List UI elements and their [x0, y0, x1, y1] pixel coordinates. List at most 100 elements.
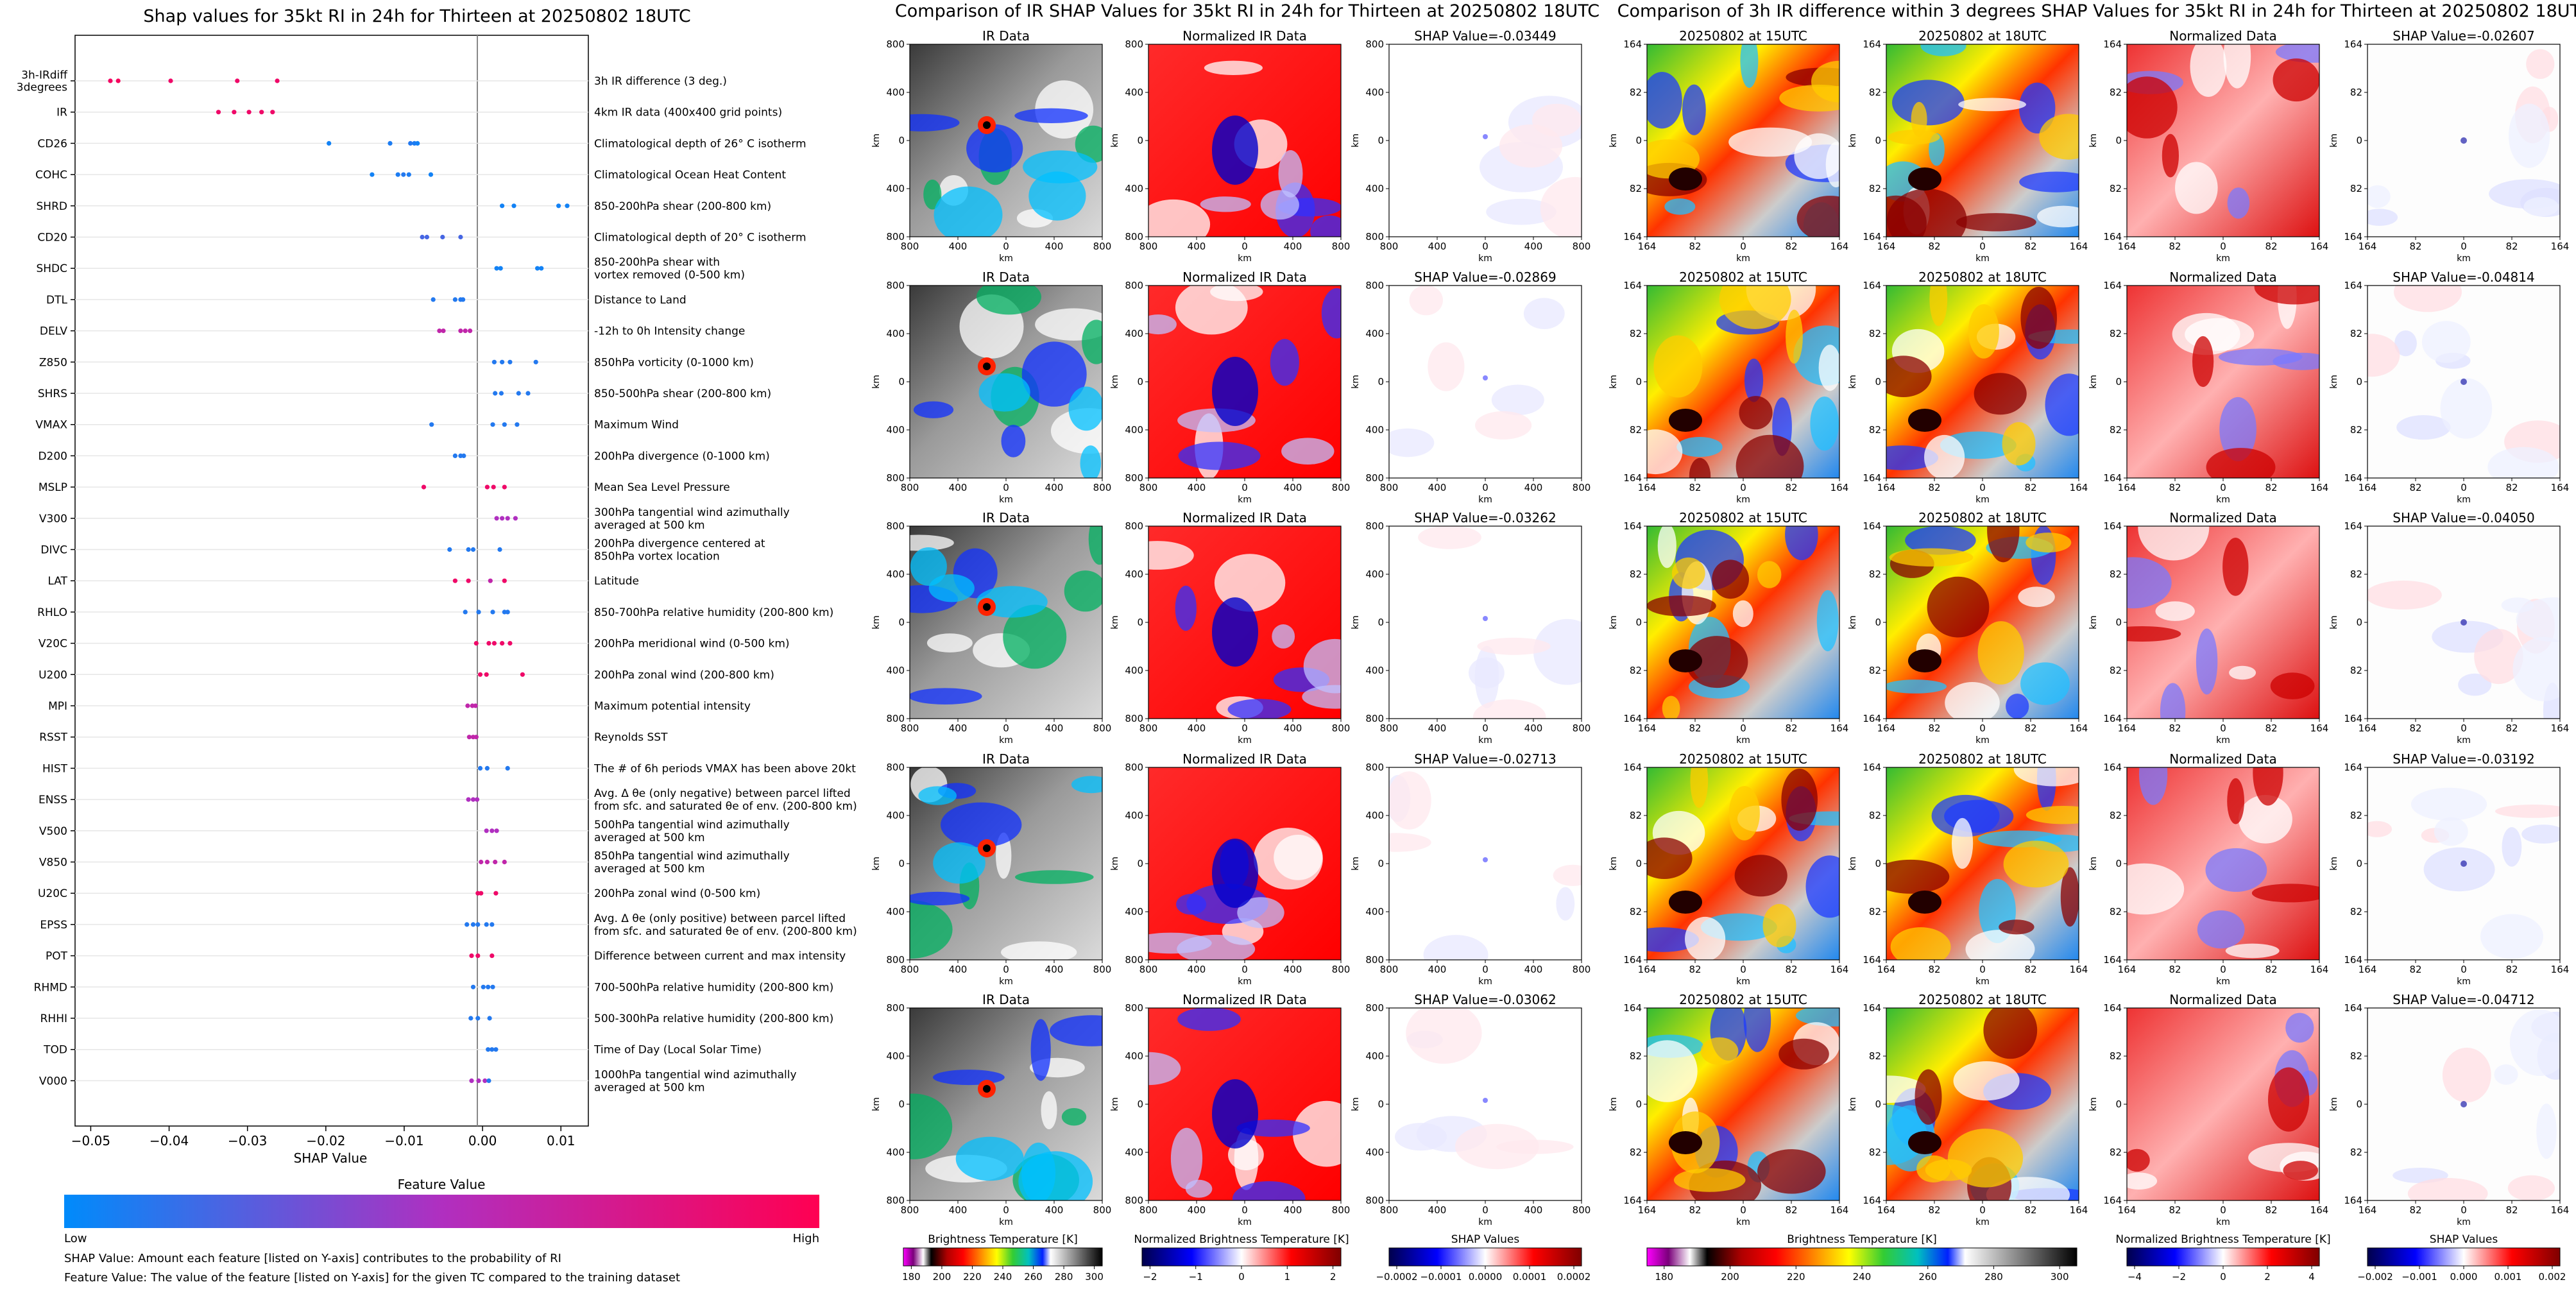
- tile-y-tick-label: 800: [1125, 520, 1143, 532]
- tile-y-tick-label: 0: [1137, 1098, 1143, 1110]
- tile-xlabel: km: [2216, 1217, 2230, 1227]
- field-blob: [2285, 1012, 2314, 1043]
- feature-name: RSST: [39, 731, 67, 744]
- tile-x-tick-label: 0: [2461, 1204, 2467, 1216]
- tile-title: SHAP Value=-0.02869: [1414, 269, 1556, 285]
- field-blob: [1987, 526, 2020, 563]
- field-blob: [2394, 286, 2462, 312]
- feature-name-line: U200: [38, 669, 67, 681]
- tile-xlabel: km: [1736, 253, 1750, 264]
- field-blob: [1523, 298, 1565, 329]
- tile-ylabel: km: [1848, 133, 1858, 148]
- tile-x-tick-label: 400: [1524, 722, 1543, 734]
- field-blob: [1274, 835, 1322, 880]
- tile-x-tick-label: 164: [2118, 1204, 2137, 1216]
- tile-y-tick-label: 82: [2350, 328, 2362, 339]
- tile-y-tick-label: 82: [1869, 424, 1881, 436]
- tile-y-tick-label: 82: [2350, 424, 2362, 436]
- tile-ylabel: km: [2088, 615, 2099, 629]
- storm-eye: [983, 121, 991, 129]
- field-blob: [1278, 150, 1303, 198]
- tile-y-tick-label: 164: [2103, 520, 2122, 532]
- tile-x-tick-label: 82: [2024, 241, 2036, 252]
- cold-cloud: [1212, 115, 1258, 185]
- shap-point: [440, 234, 445, 240]
- feature-name: HIST: [42, 762, 68, 775]
- tile-x-tick-label: 800: [1332, 1204, 1351, 1216]
- field-blob: [2018, 586, 2055, 608]
- tile-y-tick-label: 82: [2110, 183, 2122, 194]
- tile-x-tick-label: 0: [1979, 964, 1986, 975]
- field-blob: [910, 114, 960, 132]
- field-blob: [1690, 767, 1709, 808]
- tile-x-tick-label: 82: [2169, 482, 2181, 493]
- shap-point: [415, 141, 420, 146]
- tile-x-tick-label: 82: [1928, 1204, 1940, 1216]
- field-blob: [2127, 1172, 2158, 1190]
- colorbar-tick-label: 4: [2308, 1271, 2315, 1283]
- field-blob: [2512, 636, 2560, 701]
- shap-point: [486, 1078, 491, 1083]
- field-blob: [1148, 932, 1212, 954]
- field-blob: [1886, 1075, 1926, 1103]
- tile-xlabel: km: [1736, 1217, 1750, 1227]
- tile-y-tick-label: 82: [2350, 906, 2362, 918]
- tile-x-tick-label: 82: [2169, 964, 2181, 975]
- tile-ylabel: km: [871, 615, 882, 629]
- tile-title: Normalized IR Data: [1182, 751, 1307, 767]
- feature-name: V500: [39, 825, 67, 838]
- tile-ylabel: km: [1351, 133, 1361, 148]
- shap-point: [493, 391, 498, 396]
- field-blob: [1177, 1008, 1241, 1031]
- field-blob: [1148, 541, 1194, 570]
- feature-name-labels: 3h-IRdiff 3degrees IR CD26 COHC SHRD CD20 SHDC D…: [17, 69, 69, 1088]
- feature-description-line: 200hPa divergence (0-1000 km): [594, 450, 770, 463]
- tile-y-tick-label: 82: [1630, 1050, 1642, 1062]
- shap-point: [452, 453, 458, 459]
- feature-description: 500-300hPa relative humidity (200-800 km…: [594, 1012, 833, 1025]
- field-blob: [2006, 694, 2029, 719]
- shap-point: [498, 266, 503, 271]
- shap-point: [565, 203, 570, 209]
- tile-y-tick-label: 82: [1869, 183, 1881, 194]
- field-blob: [2268, 1067, 2310, 1132]
- tile-x-tick-label: 82: [2409, 1204, 2421, 1216]
- tile-y-tick-label: 82: [1630, 906, 1642, 918]
- shap-xlabel: SHAP Value: [294, 1150, 368, 1166]
- field-blob: [1270, 339, 1299, 386]
- tile-y-tick-label: 800: [1365, 520, 1384, 532]
- tile-y-tick-label: 0: [898, 376, 905, 388]
- tile-y-tick-label: 164: [2344, 762, 2362, 773]
- field-blob: [1924, 434, 1965, 478]
- tile-xlabel: km: [2216, 735, 2230, 746]
- shap-point: [490, 610, 495, 615]
- tile-y-tick-label: 800: [1365, 762, 1384, 773]
- shap-point: [505, 516, 510, 521]
- tile-title: 20250802 at 18UTC: [1918, 992, 2047, 1007]
- feature-description: 200hPa meridional wind (0-500 km): [594, 638, 790, 651]
- tile-x-tick-label: 164: [1830, 482, 1849, 493]
- shap-point: [490, 1047, 495, 1052]
- feature-description-line: Difference between current and max inten…: [594, 950, 846, 963]
- warm-spot: [1669, 649, 1702, 672]
- feature-name-line: DIVC: [40, 544, 67, 557]
- tile-x-tick-label: 164: [2070, 722, 2088, 734]
- field-blob: [1886, 859, 1950, 894]
- tile-y-tick-label: 82: [2110, 810, 2122, 821]
- tile-field: [2367, 526, 2560, 719]
- field-blob: [2440, 378, 2493, 439]
- tile-x-tick-label: 400: [1284, 1204, 1302, 1216]
- tile-y-tick-label: 164: [1863, 472, 1881, 484]
- tile-x-tick-label: 800: [1573, 964, 1591, 975]
- field-blob: [1712, 559, 1750, 599]
- colorbar-tick-label: 280: [1984, 1271, 2003, 1283]
- tile-x-tick-label: 82: [2169, 241, 2181, 252]
- tile-title: Normalized IR Data: [1182, 510, 1307, 525]
- field-blob: [2474, 629, 2523, 685]
- feature-name: VMAX: [35, 419, 67, 432]
- shap-point: [421, 484, 427, 490]
- feature-description-line: 1000hPa tangential wind azimuthally: [594, 1068, 797, 1081]
- tile-xlabel: km: [2457, 253, 2471, 264]
- tile-y-tick-label: 400: [1365, 906, 1384, 918]
- shap-point: [490, 984, 495, 989]
